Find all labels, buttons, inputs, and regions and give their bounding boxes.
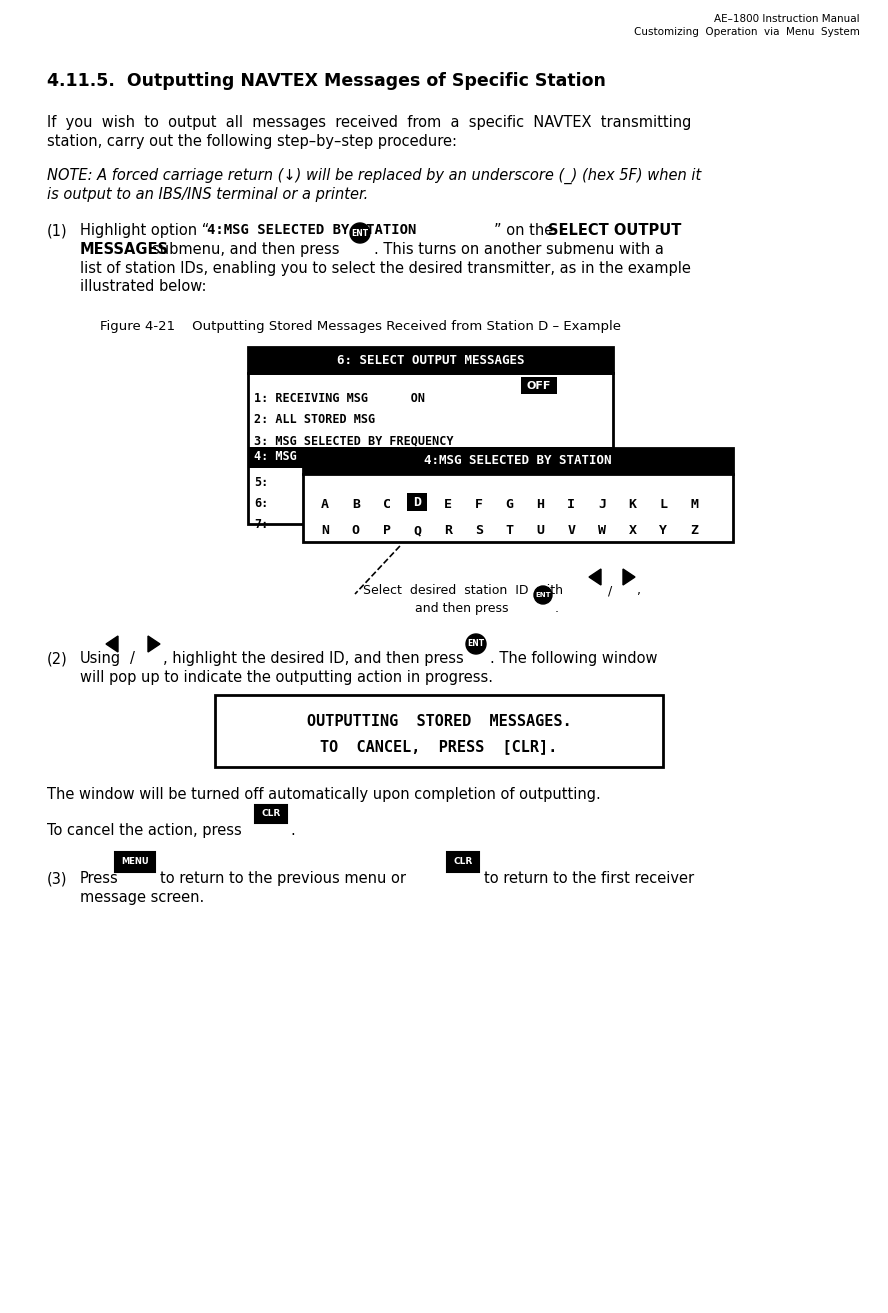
Text: .: .: [555, 601, 559, 614]
Text: OUTPUTTING  STORED  MESSAGES.: OUTPUTTING STORED MESSAGES.: [306, 713, 571, 729]
Text: Y: Y: [660, 524, 668, 537]
Text: Customizing  Operation  via  Menu  System: Customizing Operation via Menu System: [634, 28, 860, 37]
Text: Select  desired  station  ID  with: Select desired station ID with: [363, 584, 563, 597]
Text: C: C: [383, 498, 391, 511]
Polygon shape: [106, 635, 118, 653]
Text: ENT: ENT: [467, 639, 485, 649]
Text: N: N: [321, 524, 329, 537]
Text: 5:: 5:: [254, 477, 268, 488]
Text: ,: ,: [637, 584, 641, 597]
Text: SELECT OUTPUT: SELECT OUTPUT: [548, 223, 681, 238]
Text: L: L: [660, 498, 668, 511]
Text: Figure 4-21    Outputting Stored Messages Received from Station D – Example: Figure 4-21 Outputting Stored Messages R…: [100, 320, 621, 334]
Text: K: K: [629, 498, 637, 511]
Text: O: O: [352, 524, 360, 537]
Text: (3): (3): [47, 871, 67, 886]
Text: , highlight the desired ID, and then press: , highlight the desired ID, and then pre…: [163, 651, 464, 666]
Text: If  you  wish  to  output  all  messages  received  from  a  specific  NAVTEX  t: If you wish to output all messages recei…: [47, 116, 692, 130]
Text: V: V: [567, 524, 575, 537]
Text: 4: MSG SELECTED BY STATION: 4: MSG SELECTED BY STATION: [254, 450, 440, 463]
Text: and then press: and then press: [415, 601, 509, 614]
Polygon shape: [589, 569, 601, 586]
Text: station, carry out the following step–by–step procedure:: station, carry out the following step–by…: [47, 134, 457, 148]
Text: Using: Using: [80, 651, 121, 666]
Bar: [408, 492, 427, 511]
Bar: [248, 373, 613, 524]
Text: ENT: ENT: [535, 592, 551, 597]
Circle shape: [534, 586, 552, 604]
Text: F: F: [475, 498, 483, 511]
Bar: [255, 805, 287, 823]
Text: 6:: 6:: [254, 498, 268, 509]
Bar: [303, 448, 733, 474]
Circle shape: [350, 223, 370, 243]
Text: submenu, and then press: submenu, and then press: [152, 242, 339, 257]
Text: D: D: [413, 495, 421, 508]
Text: (2): (2): [47, 651, 67, 666]
Text: to return to the first receiver: to return to the first receiver: [484, 871, 694, 886]
Text: AE–1800 Instruction Manual: AE–1800 Instruction Manual: [714, 14, 860, 24]
Text: OFF: OFF: [527, 381, 551, 391]
Text: Highlight option “: Highlight option “: [80, 223, 210, 238]
Text: To cancel the action, press: To cancel the action, press: [47, 823, 242, 838]
Text: MENU: MENU: [121, 857, 149, 867]
Text: CLR: CLR: [454, 857, 472, 867]
Text: .: .: [290, 823, 295, 838]
Bar: [521, 377, 557, 394]
Text: will pop up to indicate the outputting action in progress.: will pop up to indicate the outputting a…: [80, 670, 493, 685]
Text: G: G: [505, 498, 513, 511]
Text: TO  CANCEL,  PRESS  [CLR].: TO CANCEL, PRESS [CLR].: [321, 739, 558, 755]
Text: U: U: [536, 524, 544, 537]
Text: /: /: [130, 651, 135, 666]
Text: 3: MSG SELECTED BY FREQUENCY: 3: MSG SELECTED BY FREQUENCY: [254, 435, 454, 446]
Text: W: W: [598, 524, 606, 537]
Text: CLR: CLR: [261, 810, 281, 818]
Bar: [447, 852, 479, 872]
Polygon shape: [148, 635, 160, 653]
Text: ” on the: ” on the: [494, 223, 553, 238]
Text: . The following window: . The following window: [490, 651, 657, 666]
Text: J: J: [598, 498, 606, 511]
Text: Q: Q: [413, 524, 421, 537]
Text: ENT: ENT: [352, 228, 369, 238]
Text: (1): (1): [47, 223, 67, 238]
Text: 4:MSG SELECTED BY STATION: 4:MSG SELECTED BY STATION: [207, 223, 416, 238]
Text: R: R: [444, 524, 452, 537]
Text: 4.11.5.  Outputting NAVTEX Messages of Specific Station: 4.11.5. Outputting NAVTEX Messages of Sp…: [47, 72, 606, 91]
Text: X: X: [629, 524, 637, 537]
Text: H: H: [536, 498, 544, 511]
Circle shape: [466, 634, 486, 654]
Text: message screen.: message screen.: [80, 890, 204, 905]
Text: 2: ALL STORED MSG: 2: ALL STORED MSG: [254, 414, 375, 425]
Text: P: P: [383, 524, 391, 537]
Text: is output to an IBS/INS terminal or a printer.: is output to an IBS/INS terminal or a pr…: [47, 186, 369, 202]
Text: to return to the previous menu or: to return to the previous menu or: [160, 871, 406, 886]
Polygon shape: [623, 569, 635, 586]
Text: Z: Z: [690, 524, 698, 537]
Text: Press: Press: [80, 871, 119, 886]
Text: 4:MSG SELECTED BY STATION: 4:MSG SELECTED BY STATION: [424, 454, 612, 467]
Text: B: B: [352, 498, 360, 511]
Bar: [215, 695, 663, 767]
Bar: [115, 852, 155, 872]
Bar: [303, 474, 733, 542]
Text: A: A: [321, 498, 329, 511]
Text: T: T: [505, 524, 513, 537]
Text: M: M: [690, 498, 698, 511]
Bar: [248, 347, 613, 373]
Text: illustrated below:: illustrated below:: [80, 278, 207, 294]
Text: I: I: [567, 498, 575, 511]
Text: 1: RECEIVING MSG      ON: 1: RECEIVING MSG ON: [254, 393, 425, 404]
Text: NOTE: A forced carriage return (↓) will be replaced by an underscore (_) (hex 5F: NOTE: A forced carriage return (↓) will …: [47, 168, 702, 184]
Text: The window will be turned off automatically upon completion of outputting.: The window will be turned off automatica…: [47, 786, 601, 802]
Bar: [249, 446, 612, 467]
Text: . This turns on another submenu with a: . This turns on another submenu with a: [374, 242, 664, 257]
Text: 6: SELECT OUTPUT MESSAGES: 6: SELECT OUTPUT MESSAGES: [337, 353, 524, 366]
Text: list of station IDs, enabling you to select the desired transmitter, as in the e: list of station IDs, enabling you to sel…: [80, 261, 691, 276]
Text: E: E: [444, 498, 452, 511]
Text: 7:: 7:: [254, 519, 268, 530]
Text: S: S: [475, 524, 483, 537]
Text: MESSAGES: MESSAGES: [80, 242, 169, 257]
Text: /: /: [604, 584, 612, 597]
